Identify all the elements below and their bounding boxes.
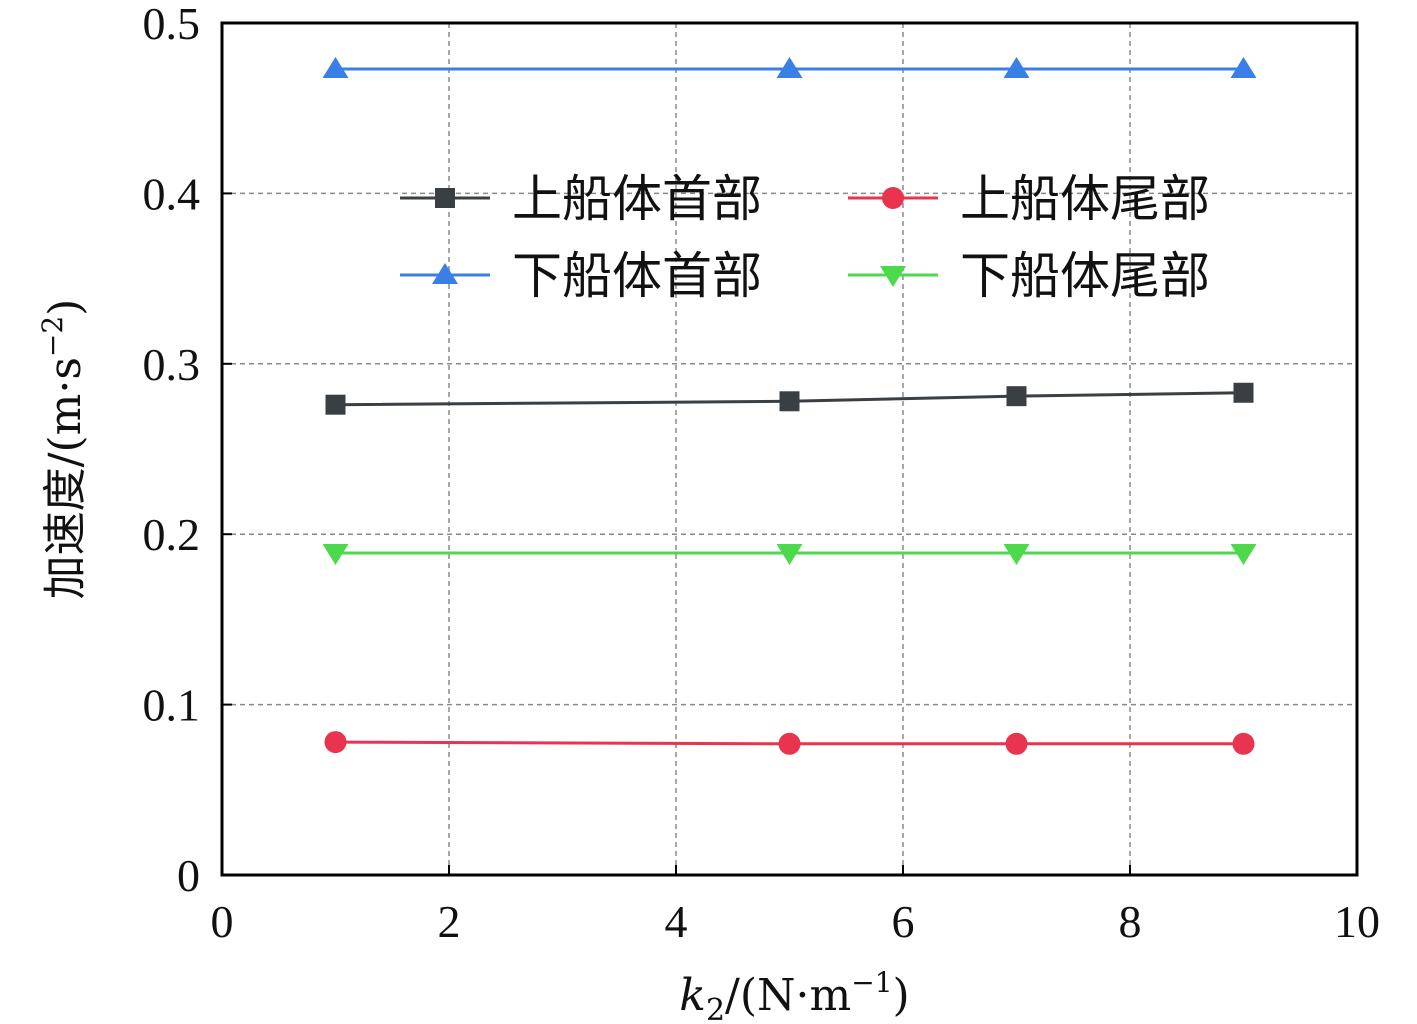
y-axis-title: 加速度/(m·s−2) [36,299,91,600]
y-tick-label: 0 [177,850,200,901]
series-3-point [776,543,803,565]
x-axis-ticks: 0 2 4 6 8 10 [211,865,1380,947]
grid-lines [222,23,1357,875]
legend-label: 上船体首部 [512,170,762,228]
series-2-point [776,57,803,79]
series-3-point [1230,543,1257,565]
x-tick-label: 8 [1119,896,1142,947]
y-axis-title-main: 加速度/(m·s [40,357,91,599]
series-markers [322,57,1257,755]
series-3-point [1003,543,1030,565]
y-tick-label: 0.5 [143,0,201,49]
series-0-point [779,391,800,412]
legend-marker [880,266,906,287]
series-1-point [1005,732,1028,755]
x-axis-title: k2/(N·m−1) [679,966,909,1024]
x-axis-title-close: ) [893,970,910,1021]
series-0-point [325,394,346,415]
legend-label: 下船体尾部 [960,247,1210,305]
x-tick-label: 10 [1334,896,1380,947]
legend-marker [435,188,455,208]
series-0-point [1006,386,1027,407]
plot-frame [220,21,1359,877]
legend-marker [432,263,458,284]
x-tick-label: 0 [211,896,234,947]
y-tick-label: 0.4 [143,168,201,219]
series-line-1 [335,740,1244,746]
x-axis-title-unit: /(N·m [725,970,851,1021]
y-axis-title-close: ) [40,299,91,316]
x-axis-title-var: k [679,970,706,1021]
series-lines [335,67,1244,746]
series-2-point [1003,57,1030,79]
y-axis-ticks: 0 0.1 0.2 0.3 0.4 0.5 [143,0,232,901]
series-1-point [324,731,347,754]
x-tick-label: 2 [438,896,461,947]
legend-label: 下船体首部 [512,247,762,305]
y-axis-title-sup: −2 [36,316,69,357]
series-2-point [1230,57,1257,79]
y-tick-label: 0.3 [143,339,201,390]
y-tick-label: 0.2 [143,509,201,560]
x-axis-title-sup: −1 [851,966,892,999]
series-0-point [1233,382,1254,403]
series-1-point [778,732,801,755]
x-axis-title-sub: 2 [706,993,725,1024]
series-2-point [322,57,349,79]
legend-marker [882,187,904,209]
x-tick-label: 4 [665,896,688,947]
series-1-point [1232,732,1255,755]
series-3-point [322,543,349,565]
y-tick-label: 0.1 [143,680,201,731]
legend-label: 上船体尾部 [960,170,1210,228]
x-tick-label: 6 [892,896,915,947]
series-line-0 [335,391,1244,407]
